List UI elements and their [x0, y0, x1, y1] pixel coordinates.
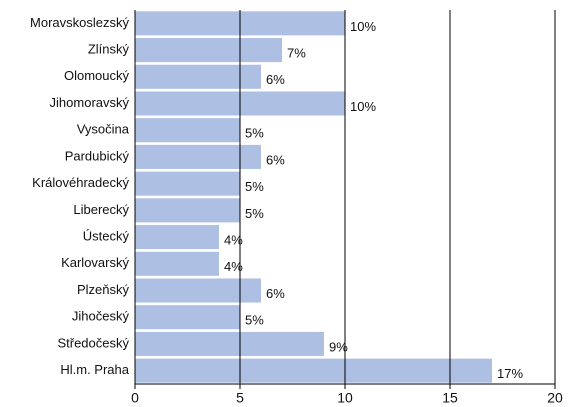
y-tick-label: Středočeský — [57, 335, 129, 350]
y-tick-label: Plzeňský — [77, 282, 130, 297]
x-tick-label: 15 — [442, 390, 458, 406]
value-label: 6% — [266, 152, 285, 167]
bar — [135, 225, 219, 250]
value-label: 6% — [266, 286, 285, 301]
bar — [135, 305, 240, 330]
y-tick-label: Olomoucký — [64, 68, 130, 83]
value-label: 5% — [245, 206, 264, 221]
bar — [135, 251, 219, 276]
value-label: 6% — [266, 72, 285, 87]
y-tick-label: Hl.m. Praha — [60, 362, 129, 377]
bar — [135, 38, 282, 63]
y-tick-label: Ústecký — [83, 229, 130, 244]
bar — [135, 118, 240, 143]
y-tick-label: Moravskoslezský — [30, 15, 129, 30]
value-label: 5% — [245, 179, 264, 194]
y-tick-label: Zlínský — [88, 42, 130, 57]
bar — [135, 171, 240, 196]
value-label: 4% — [224, 233, 243, 248]
x-tick-label: 0 — [131, 390, 139, 406]
value-label: 7% — [287, 46, 306, 61]
y-tick-label: Jihomoravský — [50, 95, 130, 110]
bar — [135, 64, 261, 89]
value-label: 10% — [350, 99, 376, 114]
bar — [135, 278, 261, 303]
y-tick-label: Vysočina — [77, 122, 130, 137]
bar — [135, 358, 492, 383]
x-tick-label: 10 — [337, 390, 353, 406]
y-tick-label: Královéhradecký — [32, 175, 129, 190]
x-tick-label: 20 — [547, 390, 563, 406]
y-tick-label: Pardubický — [65, 148, 130, 163]
y-tick-label: Liberecký — [73, 202, 129, 217]
x-tick-label: 5 — [236, 390, 244, 406]
y-tick-label: Karlovarský — [61, 255, 129, 270]
value-label: 4% — [224, 259, 243, 274]
bar — [135, 331, 324, 356]
value-label: 10% — [350, 19, 376, 34]
bar — [135, 144, 261, 169]
value-label: 9% — [329, 339, 348, 354]
value-label: 5% — [245, 313, 264, 328]
value-label: 5% — [245, 126, 264, 141]
y-tick-label: Jihočeský — [72, 309, 130, 324]
bar — [135, 198, 240, 223]
value-label: 17% — [497, 366, 523, 381]
